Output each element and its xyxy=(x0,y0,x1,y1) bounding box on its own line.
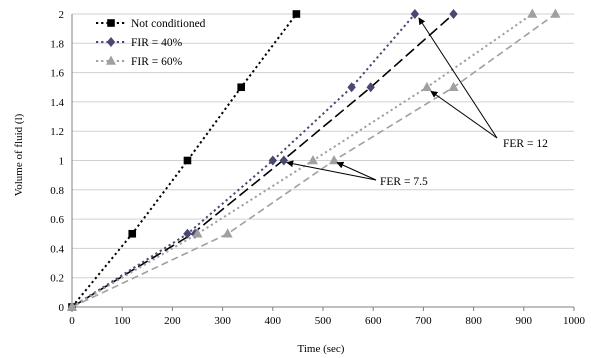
annotation: FER = 12 xyxy=(418,17,548,150)
data-point-diamond xyxy=(366,82,375,93)
axes: 0 0.2 0.4 0.6 0.8 1 1.2 1.4 1.6 1.8 2 0 100 200 300 400… xyxy=(50,9,585,327)
data-point-triangle xyxy=(448,81,459,92)
series-line xyxy=(71,13,298,308)
data-point-diamond xyxy=(268,155,277,166)
y-tick-label: 1.4 xyxy=(50,97,64,109)
x-tick-label: 0 xyxy=(69,315,75,327)
data-point-triangle xyxy=(67,301,77,311)
annotation: FER = 7.5 xyxy=(286,160,428,188)
data-point-diamond xyxy=(279,155,289,166)
x-tick-label: 1000 xyxy=(563,315,586,327)
series-3 xyxy=(190,9,458,239)
data-point-square xyxy=(128,229,137,238)
data-point-square xyxy=(237,83,245,92)
annotation-arrow xyxy=(430,90,498,139)
data-point-square xyxy=(292,10,301,18)
series-4 xyxy=(67,8,538,311)
series-5 xyxy=(67,8,561,311)
data-point-triangle xyxy=(550,8,561,18)
y-tick-label: 2 xyxy=(59,9,65,21)
y-tick-label: 0.6 xyxy=(50,214,64,226)
data-point-triangle xyxy=(307,155,318,165)
y-axis-title: Volume of fluid (l) xyxy=(13,113,25,196)
x-tick-label: 600 xyxy=(365,315,382,327)
y-tick-label: 0.2 xyxy=(50,273,64,285)
x-tick-label: 400 xyxy=(265,315,282,327)
data-point-square xyxy=(107,19,115,27)
legend-item: Not conditioned xyxy=(96,18,206,30)
x-axis-title: Time (sec) xyxy=(298,343,345,355)
legend-label: FIR = 60% xyxy=(131,56,183,68)
y-tick-label: 1.8 xyxy=(50,38,64,50)
annotation-arrow xyxy=(418,17,498,139)
legend-label: FIR = 40% xyxy=(131,37,183,49)
data-point-triangle xyxy=(222,228,233,238)
data-point-triangle xyxy=(192,228,203,238)
x-tick-label: 300 xyxy=(214,315,231,327)
y-tick-label: 1 xyxy=(59,156,65,168)
data-point-diamond xyxy=(106,37,116,47)
x-tick-label: 700 xyxy=(415,315,432,327)
data-point-square xyxy=(183,156,192,165)
data-point-triangle xyxy=(106,55,116,65)
data-point-triangle xyxy=(421,81,432,92)
annotation-arrow xyxy=(286,160,377,181)
x-tick-label: 500 xyxy=(315,315,332,327)
annotations: FER = 12 FER = 7.5 xyxy=(286,17,548,188)
data-point-diamond xyxy=(347,82,356,93)
data-point-diamond xyxy=(410,9,420,19)
y-tick-label: 1.6 xyxy=(50,68,64,80)
legend-label: Not conditioned xyxy=(131,18,206,30)
x-tick-label: 200 xyxy=(164,315,181,327)
y-tick-label: 0.4 xyxy=(50,243,64,255)
y-tick-label: 0.8 xyxy=(50,185,64,197)
annotation-label: FER = 7.5 xyxy=(380,176,428,188)
x-tick-label: 800 xyxy=(465,315,482,327)
data-point-diamond xyxy=(183,228,192,239)
y-tick-label: 1.2 xyxy=(50,126,64,138)
x-tick-label: 900 xyxy=(516,315,533,327)
annotation-arrow xyxy=(336,161,377,181)
legend: Not conditioned FIR = 40% FIR = 60% xyxy=(96,18,206,68)
legend-item: FIR = 60% xyxy=(96,55,183,68)
legend-item: FIR = 40% xyxy=(96,37,183,49)
y-tick-label: 0 xyxy=(59,302,65,314)
series-layer xyxy=(67,8,561,312)
data-point-diamond xyxy=(449,9,458,19)
data-point-triangle xyxy=(527,8,538,18)
x-tick-label: 100 xyxy=(114,315,131,327)
annotation-label: FER = 12 xyxy=(503,138,548,150)
